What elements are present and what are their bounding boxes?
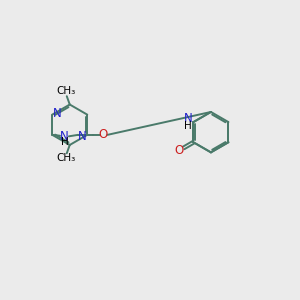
Text: CH₃: CH₃ — [57, 153, 76, 163]
Text: O: O — [99, 128, 108, 141]
Text: N: N — [52, 107, 62, 120]
Text: O: O — [175, 144, 184, 157]
Text: CH₃: CH₃ — [57, 86, 76, 96]
Text: N: N — [184, 112, 193, 125]
Text: N: N — [60, 130, 69, 143]
Text: H: H — [184, 121, 192, 131]
Text: H: H — [61, 137, 69, 147]
Text: N: N — [78, 130, 87, 142]
